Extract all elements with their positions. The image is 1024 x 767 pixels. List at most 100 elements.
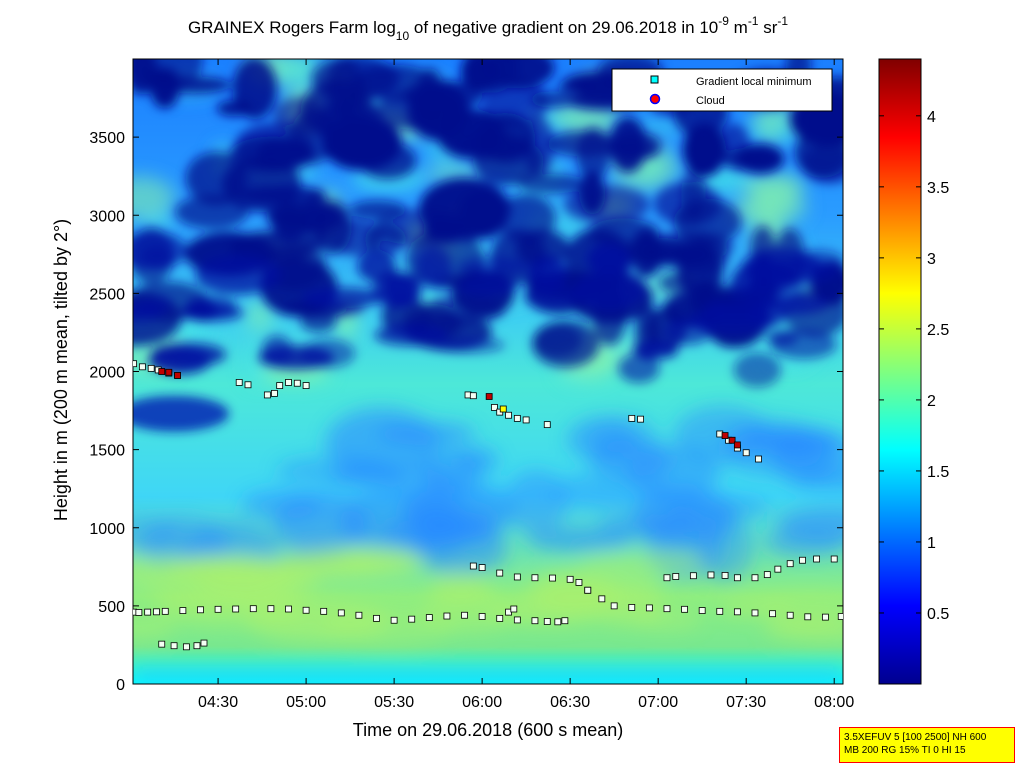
gradient-minimum-marker <box>645 604 653 612</box>
gradient-minimum-marker <box>302 606 310 614</box>
gradient-minimum-marker <box>244 381 252 389</box>
gradient-minimum-marker <box>158 640 166 648</box>
x-tick-label: 05:00 <box>286 694 326 711</box>
gradient-minimum-marker <box>153 608 160 616</box>
gradient-minimum-marker <box>147 364 155 372</box>
gradient-minimum-marker <box>285 379 292 386</box>
gradient-minimum-marker <box>543 421 551 429</box>
gradient-minimum-marker <box>769 610 776 618</box>
legend-label-gradient: Gradient local minimum <box>696 76 812 88</box>
chart-title: GRAINEX Rogers Farm log10 of negative gr… <box>188 14 788 43</box>
gradient-minimum-marker <box>742 449 750 457</box>
colorbar-tick-label: 0.5 <box>927 606 949 623</box>
gradient-minimum-marker <box>830 555 838 563</box>
gradient-minimum-marker <box>813 555 820 563</box>
info-line-1: 3.5XEFUV 5 [100 2500] NH 600 <box>844 732 987 743</box>
gradient-minimum-marker <box>755 455 762 463</box>
gradient-minimum-marker <box>522 416 530 424</box>
colorbar-tick-label: 3 <box>927 251 936 268</box>
gradient-minimum-marker <box>491 404 498 411</box>
gradient-minimum-marker <box>133 360 137 368</box>
gradient-minimum-marker <box>496 614 504 622</box>
gradient-minimum-marker <box>320 607 328 615</box>
gradient-minimum-marker <box>267 605 275 613</box>
gradient-minimum-marker <box>179 607 187 614</box>
gradient-minimum-marker <box>285 605 292 613</box>
gradient-minimum-marker <box>461 611 468 619</box>
info-line-2: MB 200 RG 15% TI 0 HI 15 <box>844 745 966 756</box>
gradient-minimum-marker <box>610 602 618 610</box>
colorbar: 0.5 1 1.5 2 2.5 3 3.5 4 <box>878 58 949 685</box>
colorbar-tick-label: 2.5 <box>927 322 949 339</box>
colorbar-tick-label: 4 <box>927 109 936 126</box>
gradient-minimum-marker <box>584 586 592 594</box>
y-tick-label: 500 <box>98 599 125 616</box>
gradient-minimum-marker <box>232 605 240 613</box>
cloud-marker <box>174 372 181 379</box>
y-tick-label: 2500 <box>89 286 125 303</box>
gradient-minimum-marker <box>263 391 271 399</box>
gradient-minimum-marker <box>425 614 433 621</box>
y-tick-label: 3500 <box>89 130 125 147</box>
gradient-minimum-marker <box>469 562 477 570</box>
colorbar-tick-label: 3.5 <box>927 180 949 197</box>
gradient-minimum-marker <box>337 609 345 617</box>
gradient-minimum-marker <box>373 614 380 622</box>
colorbar-tick-label: 1 <box>927 535 936 552</box>
x-tick-label: 06:00 <box>462 694 502 711</box>
gradient-minimum-marker <box>271 389 278 397</box>
x-tick-label: 07:00 <box>638 694 678 711</box>
gradient-minimum-marker <box>733 574 741 582</box>
gradient-minimum-marker <box>513 616 521 624</box>
legend-square-marker <box>650 75 659 84</box>
gradient-minimum-marker <box>575 579 583 586</box>
gradient-minimum-marker <box>200 639 208 647</box>
gradient-minimum-marker <box>554 618 562 626</box>
gradient-minimum-marker <box>170 642 178 650</box>
gradient-minimum-marker <box>531 617 539 625</box>
gradient-minimum-marker <box>513 414 521 422</box>
x-tick-label: 04:30 <box>198 694 238 711</box>
gradient-minimum-marker <box>355 611 363 619</box>
gradient-minimum-marker <box>663 574 671 582</box>
gradient-minimum-marker <box>716 607 724 615</box>
gradient-minimum-marker <box>478 564 486 571</box>
cloud-markers <box>158 368 741 449</box>
colorbar-tick-label: 1.5 <box>927 464 949 481</box>
cloud-marker <box>499 405 507 413</box>
y-axis-label: Height in m (200 m mean, tilted by 2°) <box>51 219 71 521</box>
gradient-minimum-marker <box>663 605 671 613</box>
gradient-minimum-marker <box>510 605 518 613</box>
gradient-minimum-marker <box>214 605 222 613</box>
cloud-marker <box>485 393 493 400</box>
gradient-minimum-marker <box>786 560 794 568</box>
gradient-minimum-marker <box>513 573 521 581</box>
cloud-marker <box>165 368 173 376</box>
gradient-minimum-marker <box>672 573 680 580</box>
gradient-minimum-marker <box>531 574 539 582</box>
gradient-minimum-marker <box>249 605 257 613</box>
gradient-minimum-marker <box>689 572 697 580</box>
y-tick-label: 1000 <box>89 521 125 538</box>
gradient-minimum-marker <box>197 606 204 614</box>
gradient-minimum-marker <box>628 604 636 611</box>
gradient-minimum-marker <box>698 607 706 614</box>
gradient-minimum-marker <box>469 392 477 400</box>
legend-circle-marker <box>649 93 661 105</box>
gradient-minimum-marker <box>561 617 569 625</box>
gradient-minimum-marker <box>543 618 551 625</box>
gradient-minimum-marker <box>799 556 806 564</box>
gradient-minimum-marker <box>182 643 190 651</box>
y-tick-label: 1500 <box>89 443 125 460</box>
x-tick-label: 07:30 <box>726 694 766 711</box>
gradient-minimum-marker <box>293 379 301 387</box>
gradient-minimum-marker <box>763 571 771 579</box>
cloud-marker <box>721 432 729 439</box>
title-subscript: 10 <box>396 29 410 43</box>
x-axis: 04:30 05:00 05:30 06:00 06:30 07:00 07:30 08:00 <box>198 59 854 711</box>
gradient-minimum-marker <box>302 382 310 389</box>
legend: Gradient local minimum Cloud <box>611 68 833 112</box>
gradient-minimum-marker <box>628 414 636 422</box>
x-tick-label: 08:00 <box>814 694 854 711</box>
